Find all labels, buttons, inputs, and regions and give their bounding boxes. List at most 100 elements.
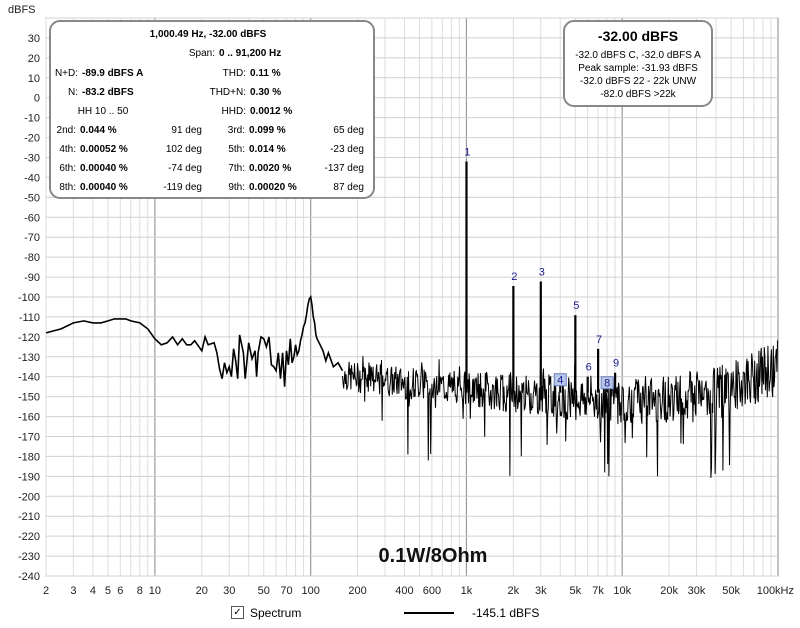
info-label: HHD:	[222, 106, 246, 117]
info-value: 0.30 %	[250, 87, 281, 98]
harmonic-cell: 0.00040 %	[80, 163, 128, 174]
info-label: N:	[68, 87, 78, 98]
x-tick-label: 8	[137, 585, 143, 597]
y-tick-labels: 30 20 10 0 -10 -20 -30 -40 -50 -60 -70 -80 -90 -100 -1…	[18, 33, 40, 583]
harmonic-cell: 0.00040 %	[80, 182, 128, 193]
harmonic-cell: 0.00052 %	[80, 144, 128, 155]
harmonic-marker-8: 8	[604, 378, 610, 390]
harmonic-cell: 91 deg	[171, 125, 202, 136]
spectrum-checkbox-label: Spectrum	[250, 606, 302, 620]
y-tick-label: -130	[18, 352, 40, 364]
x-tick-label: 20	[196, 585, 208, 597]
harmonic-cell: 9th:	[228, 182, 245, 193]
level-line: -32.0 dBFS 22 - 22k UNW	[580, 76, 697, 87]
info-label: N+D:	[55, 68, 78, 79]
level-big: -32.00 dBFS	[598, 28, 678, 44]
y-tick-label: -80	[24, 252, 40, 264]
x-tick-label: 2	[43, 585, 49, 597]
harmonic-marker-1: 1	[464, 146, 470, 158]
x-tick-label: 200	[348, 585, 366, 597]
y-tick-label: -60	[24, 212, 40, 224]
x-tick-label: 20k	[660, 585, 678, 597]
y-tick-label: -220	[18, 531, 40, 543]
level-line: Peak sample: -31.93 dBFS	[578, 63, 698, 74]
y-tick-label: 30	[28, 33, 40, 45]
spectrum-checkbox[interactable]: ✓	[231, 606, 244, 619]
x-tick-label: 2k	[508, 585, 520, 597]
info-label: THD:	[223, 68, 246, 79]
y-tick-label: -230	[18, 551, 40, 563]
noise-trace	[342, 340, 778, 478]
x-tick-label: 30k	[688, 585, 706, 597]
x-tick-label: 7k	[592, 585, 604, 597]
harmonic-cell: 4th:	[59, 144, 76, 155]
info-value: 0.0012 %	[250, 106, 292, 117]
y-tick-label: -120	[18, 332, 40, 344]
y-tick-label: -30	[24, 153, 40, 165]
harmonic-cell: 0.099 %	[249, 125, 286, 136]
info-value: 0.11 %	[250, 68, 281, 79]
x-tick-label: 6	[117, 585, 123, 597]
measurement-info-panel: 1,000.49 Hz, -32.00 dBFS Span: 0 .. 91,2…	[49, 20, 375, 199]
y-tick-label: -110	[19, 312, 40, 324]
x-tick-label: 70	[280, 585, 292, 597]
harmonic-cell: -74 deg	[168, 163, 202, 174]
info-span-value: 0 .. 91,200 Hz	[219, 48, 281, 59]
y-tick-label: -210	[18, 511, 40, 523]
info-value: -83.2 dBFS	[82, 87, 134, 98]
info-value: -89.9 dBFS A	[82, 68, 143, 79]
harmonic-marker-3: 3	[539, 266, 545, 278]
watermark-label: 0.1W/8Ohm	[379, 545, 488, 567]
x-tick-label: 400	[395, 585, 413, 597]
info-label: THD+N:	[210, 87, 246, 98]
x-tick-label: 50k	[722, 585, 740, 597]
harmonic-markers: 1 2 3 4 5 6 7 89	[464, 146, 619, 389]
y-tick-label: -20	[24, 133, 40, 145]
harmonic-marker-6: 6	[586, 362, 592, 374]
y-tick-label: -170	[18, 432, 40, 444]
legend-value: -145.1 dBFS	[472, 606, 540, 620]
harmonic-cell: 5th:	[228, 144, 245, 155]
x-tick-label: 5k	[570, 585, 582, 597]
harmonic-cell: -137 deg	[325, 163, 364, 174]
info-title: 1,000.49 Hz, -32.00 dBFS	[150, 29, 267, 40]
harmonic-marker-7: 7	[596, 334, 602, 346]
harmonic-cell: 87 deg	[333, 182, 364, 193]
y-tick-label: -140	[18, 372, 40, 384]
harmonic-cell: 102 deg	[166, 144, 202, 155]
harmonic-marker-box-8	[600, 376, 614, 390]
harmonic-marker-2: 2	[511, 271, 517, 283]
y-tick-label: -180	[18, 451, 40, 463]
y-tick-label: -240	[18, 571, 40, 583]
x-tick-label: 600	[423, 585, 441, 597]
x-tick-label: 10	[149, 585, 161, 597]
x-tick-label: 4	[90, 585, 96, 597]
harmonic-cell: 8th:	[59, 182, 76, 193]
legend-bar: ✓ Spectrum -145.1 dBFS	[0, 600, 800, 626]
harmonic-marker-9: 9	[613, 358, 619, 370]
harmonic-cell: 0.00020 %	[249, 182, 297, 193]
info-label: HH 10 .. 50	[78, 106, 129, 117]
harmonic-cell: -119 deg	[163, 182, 202, 193]
x-tick-label: 3k	[535, 585, 547, 597]
y-tick-label: -90	[24, 272, 40, 284]
x-tick-label: 5	[105, 585, 111, 597]
harmonic-marker-5: 5	[573, 300, 579, 312]
spectrum-low-frequency-trace	[45, 294, 344, 387]
level-readout-panel: -32.00 dBFS -32.0 dBFS C, -32.0 dBFS A Pe…	[563, 20, 713, 107]
y-tick-label: -50	[24, 192, 40, 204]
y-tick-label: 20	[28, 53, 40, 65]
harmonic-marker-4: 4	[557, 375, 563, 387]
harmonic-cell: 2nd:	[57, 125, 76, 136]
y-tick-label: -200	[18, 491, 40, 503]
x-tick-label: 30	[223, 585, 235, 597]
harmonic-cell: 65 deg	[333, 125, 364, 136]
y-tick-label: -160	[18, 412, 40, 424]
harmonic-cell: -23 deg	[330, 144, 364, 155]
info-span-label: Span:	[189, 48, 215, 59]
x-tick-label: 3	[70, 585, 76, 597]
harmonic-cell: 7th:	[228, 163, 245, 174]
level-line: -82.0 dBFS >22k	[600, 89, 676, 100]
y-tick-label: 10	[28, 73, 40, 85]
y-tick-label: -150	[18, 392, 40, 404]
